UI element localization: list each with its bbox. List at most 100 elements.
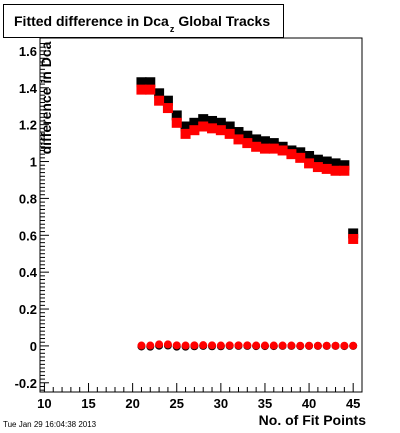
data-point <box>268 138 279 149</box>
series-0 <box>136 77 359 239</box>
data-point <box>339 165 350 176</box>
data-point <box>171 117 182 128</box>
data-point <box>242 138 253 149</box>
data-point <box>146 341 155 350</box>
y-tick-label: 0.8 <box>19 191 37 206</box>
data-point <box>136 77 147 88</box>
x-tick-label: 25 <box>170 396 184 411</box>
data-point <box>154 88 165 99</box>
data-point <box>340 341 349 350</box>
data-point <box>145 77 156 88</box>
data-point <box>207 123 218 134</box>
data-point <box>181 341 190 350</box>
data-point <box>268 143 279 154</box>
timestamp: Tue Jan 29 16:04:38 2013 <box>3 420 97 429</box>
x-axis-label: No. of Fit Points <box>258 412 366 428</box>
series-1 <box>136 84 359 244</box>
data-point <box>163 340 172 349</box>
y-tick-label: -0.2 <box>15 376 37 391</box>
y-tick-label: 0.2 <box>19 302 37 317</box>
data-point <box>252 341 261 350</box>
data-point <box>312 162 323 173</box>
data-point <box>234 341 243 350</box>
data-point <box>215 117 226 128</box>
data-point <box>259 136 270 147</box>
data-marks <box>136 77 359 351</box>
data-point <box>305 341 314 350</box>
data-point <box>287 341 296 350</box>
data-point <box>295 147 306 158</box>
chart-title-box: Fitted difference in Dcaz Global Tracks <box>3 4 284 38</box>
data-point <box>349 341 358 350</box>
data-point <box>304 158 315 169</box>
data-point <box>233 127 244 138</box>
data-point <box>162 103 173 114</box>
plot-frame <box>39 37 363 393</box>
y-tick-label: 0.6 <box>19 228 37 243</box>
data-point <box>259 143 270 154</box>
data-point <box>137 341 146 350</box>
chart-title: Fitted difference in Dcaz Global Tracks <box>14 13 271 34</box>
data-point <box>348 228 359 239</box>
y-tick-label: 1.2 <box>19 118 37 133</box>
data-point <box>322 341 331 350</box>
data-point <box>198 114 209 125</box>
data-point <box>189 125 200 136</box>
chart-title-subscript: z <box>169 24 175 34</box>
data-point <box>339 160 350 171</box>
x-tick-label: 15 <box>81 396 95 411</box>
data-point <box>215 125 226 136</box>
data-point <box>180 128 191 139</box>
y-tick-label: 1.6 <box>19 44 37 59</box>
chart-title-main: Fitted difference in Dca <box>14 13 169 29</box>
data-point <box>224 128 235 139</box>
data-point <box>260 341 269 350</box>
x-tick-label: 30 <box>214 396 228 411</box>
data-point <box>277 145 288 156</box>
chart-title-suffix: Global Tracks <box>178 13 271 29</box>
y-tick-label: 1.4 <box>19 81 38 96</box>
y-axis-label: difference in Dca <box>38 41 54 155</box>
data-point <box>251 141 262 152</box>
data-point <box>242 130 253 141</box>
data-point <box>330 165 341 176</box>
y-tick-label: 0 <box>30 339 37 354</box>
data-point <box>312 154 323 165</box>
data-point <box>225 341 234 350</box>
data-point <box>321 163 332 174</box>
data-point <box>296 341 305 350</box>
data-point <box>243 341 252 350</box>
data-point <box>321 156 332 167</box>
data-point <box>224 121 235 132</box>
data-point <box>145 84 156 95</box>
x-tick-label: 20 <box>125 396 139 411</box>
data-point <box>313 341 322 350</box>
data-point <box>233 134 244 145</box>
data-point <box>278 341 287 350</box>
data-point <box>154 95 165 106</box>
data-point <box>198 121 209 132</box>
data-point <box>199 341 208 350</box>
axes: 10 15 20 25 30 35 40 45 -0.2 0 0.2 0.4 0.6 0.8 1 1.2 1.4… <box>15 43 363 411</box>
x-tick-label: 45 <box>346 396 360 411</box>
data-point <box>330 158 341 169</box>
data-point <box>269 341 278 350</box>
series-3 <box>137 340 358 350</box>
data-point <box>162 95 173 106</box>
data-point <box>286 149 297 160</box>
data-point <box>171 110 182 121</box>
data-point <box>172 341 181 350</box>
data-point <box>251 134 262 145</box>
data-point <box>180 121 191 132</box>
x-tick-label: 40 <box>302 396 316 411</box>
y-tick-label: 0.4 <box>19 265 38 280</box>
data-point <box>189 117 200 128</box>
data-point <box>295 152 306 163</box>
x-tick-label: 35 <box>258 396 272 411</box>
data-point <box>155 340 164 349</box>
data-point <box>331 341 340 350</box>
x-tick-label: 10 <box>37 396 51 411</box>
data-point <box>136 84 147 95</box>
y-tick-label: 1 <box>30 155 37 170</box>
